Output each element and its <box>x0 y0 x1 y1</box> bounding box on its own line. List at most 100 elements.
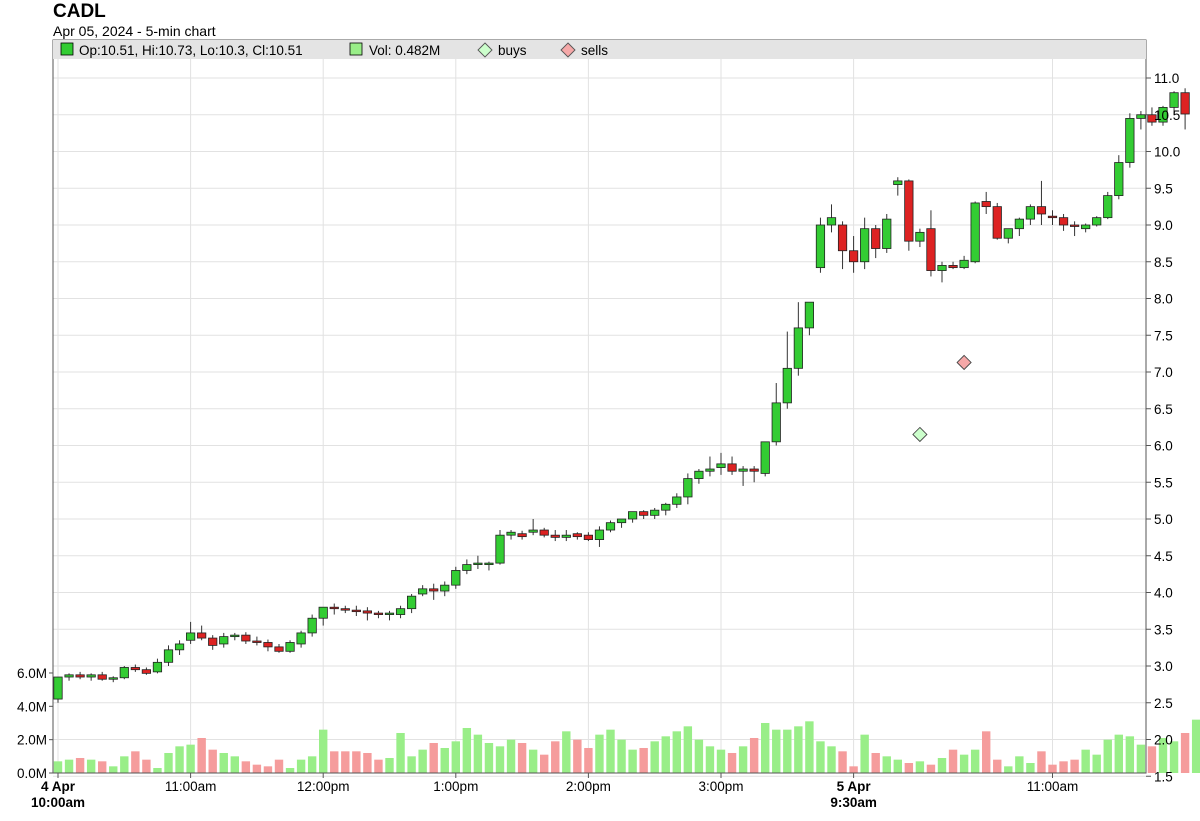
candle-body <box>672 496 682 505</box>
volume-bar <box>727 752 737 773</box>
volume-tick-label: 4.0M <box>17 699 47 714</box>
volume-bar <box>871 752 880 773</box>
volume-axis: 6.0M 4.0M 2.0M 0.0M <box>17 666 53 781</box>
volume-bar <box>672 731 681 773</box>
volume-bar <box>606 729 615 773</box>
volume-bar <box>1180 732 1190 773</box>
volume-bar <box>1103 739 1112 773</box>
candle-body <box>528 529 538 533</box>
candle-body <box>97 674 107 680</box>
volume-bar <box>1004 766 1013 773</box>
volume-bar <box>175 746 184 773</box>
volume-bar <box>484 742 494 773</box>
sells-legend-text: sells <box>581 43 608 58</box>
candle-body <box>926 228 936 271</box>
price-tick-label: 4.5 <box>1154 549 1173 564</box>
volume-bar <box>794 726 803 773</box>
volume-bar <box>993 759 1002 773</box>
candle-body <box>418 588 428 595</box>
price-tick-label: 2.0 <box>1154 733 1173 748</box>
candle-body <box>970 202 980 263</box>
volume-bar <box>661 736 670 773</box>
time-tick-label: 3:00pm <box>698 779 743 794</box>
volume-bar <box>528 749 538 773</box>
volume-bar <box>937 757 947 773</box>
volume-bar <box>915 761 925 773</box>
time-tick-label: 2:00pm <box>566 779 611 794</box>
candle-body <box>1025 206 1035 220</box>
volume-bar <box>584 747 593 773</box>
candle-body <box>1147 114 1157 123</box>
volume-bar <box>1147 746 1157 773</box>
price-tick-label: 3.0 <box>1154 659 1173 674</box>
volume-bar <box>1070 759 1079 773</box>
candle-body <box>771 402 781 443</box>
volume-bar <box>628 749 637 773</box>
candle-body <box>650 509 660 516</box>
candle-body <box>163 649 174 663</box>
candle-body <box>373 612 384 615</box>
price-tick-label: 7.0 <box>1154 365 1173 380</box>
time-tick-label: 1:00pm <box>433 779 478 794</box>
volume-bar <box>982 731 991 773</box>
price-tick-label: 8.0 <box>1154 292 1173 307</box>
volume-legend-text: Vol: 0.482M <box>369 43 440 58</box>
volume-bar <box>263 766 273 773</box>
candle-body <box>738 468 748 472</box>
trade-markers <box>912 354 972 443</box>
price-axis: 11.0 10.5 10.0 9.5 9.0 8.5 8.0 7.5 7.0 6.5 6.0 5.5 5… <box>1146 71 1180 784</box>
candle-body <box>793 327 803 369</box>
candle-body <box>318 606 328 619</box>
candle-body <box>285 642 295 652</box>
volume-bar <box>407 756 416 773</box>
candle-body <box>727 463 737 472</box>
volume-bar <box>64 759 74 773</box>
time-tick-label: 12:00pm <box>297 779 350 794</box>
candle-body <box>395 608 406 615</box>
volume-bar <box>948 749 958 773</box>
volume-bar <box>849 766 858 773</box>
volume-bar <box>893 759 902 773</box>
candle-body <box>462 564 472 571</box>
volume-bar <box>805 721 814 773</box>
candle-body <box>849 250 859 263</box>
candle-body <box>340 608 350 611</box>
candle-body <box>826 217 837 226</box>
candle-body <box>1136 114 1146 119</box>
time-tick-label-line2: 9:30am <box>830 795 877 810</box>
volume-bar <box>164 752 173 773</box>
candle-body <box>616 518 627 524</box>
volume-bar <box>573 739 582 773</box>
candle-body <box>1092 217 1102 226</box>
candle-body <box>1070 224 1080 227</box>
volume-bar <box>959 754 969 773</box>
volume-bar <box>1048 764 1057 773</box>
candle-body <box>1103 195 1113 219</box>
candle-body <box>384 612 395 615</box>
volume-bar <box>473 734 483 773</box>
candle-body <box>351 609 361 613</box>
candle-body <box>75 674 85 678</box>
volume-bar <box>307 756 317 773</box>
candle-body <box>1047 215 1058 219</box>
volume-bar <box>783 729 792 773</box>
volume-bar <box>639 747 648 773</box>
volume-bar <box>440 747 449 773</box>
volume-bar <box>462 727 472 773</box>
candle-body <box>683 478 693 498</box>
candle-body <box>473 562 483 565</box>
candle-body <box>860 228 870 263</box>
candle-body <box>119 667 129 679</box>
volume-bar <box>330 751 339 773</box>
volume-bar <box>1114 734 1123 773</box>
volume-bar <box>738 746 748 773</box>
candle-body <box>152 661 163 673</box>
volume-bar <box>970 749 980 773</box>
candle-body <box>108 677 118 680</box>
ohlc-legend-swatch <box>60 42 74 56</box>
candle-body <box>451 570 461 586</box>
volume-bar <box>838 751 847 773</box>
time-tick-label: 4 Apr <box>41 779 76 794</box>
